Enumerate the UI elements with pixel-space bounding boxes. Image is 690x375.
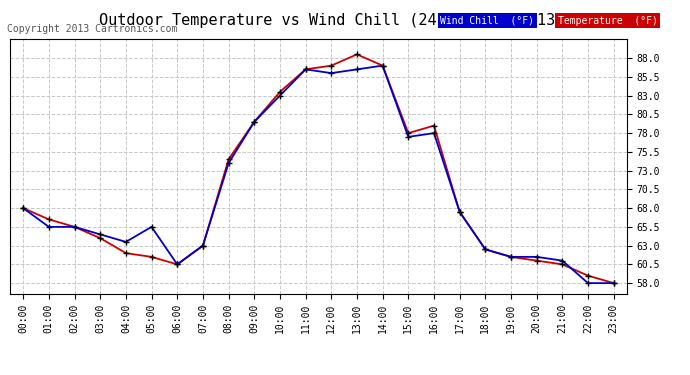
Text: Wind Chill  (°F): Wind Chill (°F) (440, 16, 534, 26)
Text: Temperature  (°F): Temperature (°F) (558, 16, 658, 26)
Text: Outdoor Temperature vs Wind Chill (24 Hours)  20130617: Outdoor Temperature vs Wind Chill (24 Ho… (99, 13, 591, 28)
Text: Copyright 2013 Cartronics.com: Copyright 2013 Cartronics.com (7, 24, 177, 34)
